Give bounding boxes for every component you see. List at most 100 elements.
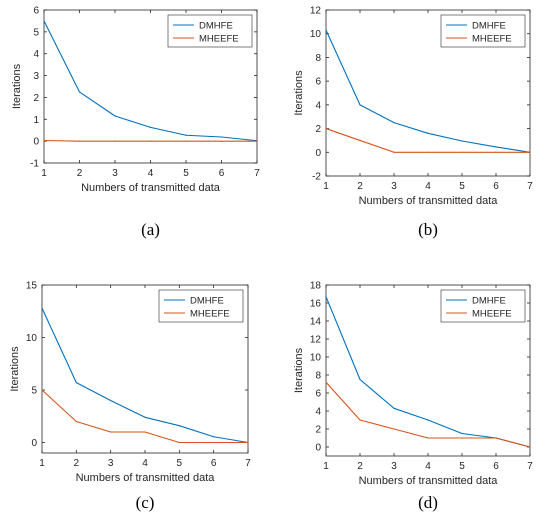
y-tick-label: 18 (310, 281, 322, 292)
data-point-dmhfe (495, 146, 497, 148)
data-point-mheefe (256, 140, 258, 142)
y-tick-label: 5 (33, 27, 39, 38)
data-point-mheefe (325, 381, 327, 383)
legend-box (440, 289, 526, 323)
data-point-mheefe (359, 419, 361, 421)
x-tick-label: 5 (183, 168, 189, 179)
data-point-dmhfe (461, 140, 463, 142)
y-axis-label: Iterations (11, 63, 23, 109)
x-axis-label: Numbers of transmitted data (76, 472, 216, 484)
data-point-dmhfe (461, 432, 463, 435)
y-tick-label: 0 (31, 438, 37, 449)
x-tick-label: 7 (527, 181, 533, 192)
y-tick-label: 0 (315, 148, 321, 159)
data-point-dmhfe (185, 134, 187, 136)
x-tick-label: 4 (148, 168, 154, 179)
data-point-mheefe (185, 140, 187, 142)
y-tick-label: 10 (310, 29, 322, 40)
x-tick-label: 4 (425, 181, 431, 192)
data-point-dmhfe (213, 436, 215, 438)
data-point-dmhfe (427, 132, 429, 134)
x-tick-label: 3 (108, 458, 114, 469)
data-point-mheefe (529, 151, 531, 153)
data-point-dmhfe (43, 20, 45, 22)
x-tick-label: 1 (323, 461, 329, 472)
data-point-dmhfe (78, 91, 81, 93)
legend-label-mheefe: MHEEFE (190, 309, 230, 320)
y-tick-label: 2 (33, 93, 39, 104)
data-point-mheefe (461, 437, 463, 439)
data-point-mheefe (43, 139, 45, 142)
y-axis-label: Iterations (293, 347, 305, 393)
x-tick-label: 2 (77, 168, 83, 179)
data-point-mheefe (495, 437, 497, 439)
data-point-mheefe (529, 446, 531, 448)
data-point-mheefe (393, 151, 395, 153)
data-point-dmhfe (144, 416, 146, 418)
legend: DMHFE MHEEFE (440, 14, 526, 48)
legend-label-dmhfe: DMHFE (199, 21, 233, 32)
x-tick-label: 1 (41, 168, 47, 179)
y-tick-label: 12 (310, 6, 322, 17)
x-tick-label: 7 (254, 168, 260, 179)
panel-caption: (a) (141, 220, 160, 239)
legend-label-mheefe: MHEEFE (472, 309, 512, 320)
data-point-mheefe (149, 140, 152, 142)
data-point-mheefe (359, 139, 361, 142)
x-tick-label: 5 (459, 461, 465, 472)
data-point-mheefe (178, 441, 180, 444)
y-tick-label: 15 (26, 281, 38, 292)
legend-box (440, 14, 526, 48)
x-axis-label: Numbers of transmitted data (359, 475, 499, 487)
data-point-mheefe (75, 420, 77, 423)
data-point-dmhfe (393, 407, 395, 409)
x-tick-label: 5 (177, 458, 183, 469)
panel-caption: (b) (418, 220, 438, 239)
x-tick-label: 7 (245, 458, 251, 469)
data-point-dmhfe (149, 126, 152, 128)
legend-box (158, 289, 244, 323)
data-point-mheefe (110, 431, 112, 433)
data-point-mheefe (220, 140, 223, 142)
data-point-mheefe (325, 127, 327, 130)
panel-caption: (d) (418, 493, 438, 512)
x-tick-label: 2 (357, 181, 363, 192)
y-axis-label: Iterations (293, 70, 305, 116)
x-tick-label: 6 (493, 461, 499, 472)
data-point-dmhfe (41, 307, 43, 309)
y-tick-label: 0 (33, 137, 39, 148)
data-point-dmhfe (220, 136, 223, 138)
legend: DMHFE MHEEFE (440, 289, 526, 323)
y-tick-label: 6 (33, 6, 39, 17)
y-tick-label: 1 (33, 115, 39, 126)
y-tick-label: 6 (315, 389, 321, 400)
legend-label-dmhfe: DMHFE (190, 296, 224, 307)
legend-box (167, 14, 253, 48)
x-tick-label: 4 (142, 458, 148, 469)
legend-label-mheefe: MHEEFE (472, 34, 512, 45)
data-point-mheefe (427, 151, 429, 153)
x-axis-label: Numbers of transmitted data (81, 182, 221, 194)
y-tick-label: 4 (315, 407, 321, 418)
y-tick-label: 0 (315, 443, 321, 454)
legend: DMHFE MHEEFE (158, 289, 244, 323)
y-tick-label: 16 (310, 299, 322, 310)
data-point-dmhfe (359, 104, 361, 106)
x-tick-label: 3 (112, 168, 118, 179)
y-tick-label: 5 (31, 386, 37, 397)
x-tick-label: 1 (323, 181, 329, 192)
data-point-mheefe (41, 389, 43, 391)
y-tick-label: 4 (315, 100, 321, 111)
data-point-dmhfe (393, 122, 395, 124)
x-tick-label: 4 (425, 461, 431, 472)
data-point-dmhfe (325, 29, 327, 31)
legend-label-dmhfe: DMHFE (472, 296, 506, 307)
y-tick-label: -2 (312, 172, 321, 183)
data-point-dmhfe (325, 296, 327, 298)
data-point-mheefe (144, 431, 146, 433)
x-tick-label: 6 (211, 458, 217, 469)
y-tick-label: 4 (33, 49, 39, 60)
y-tick-label: 14 (310, 317, 322, 328)
